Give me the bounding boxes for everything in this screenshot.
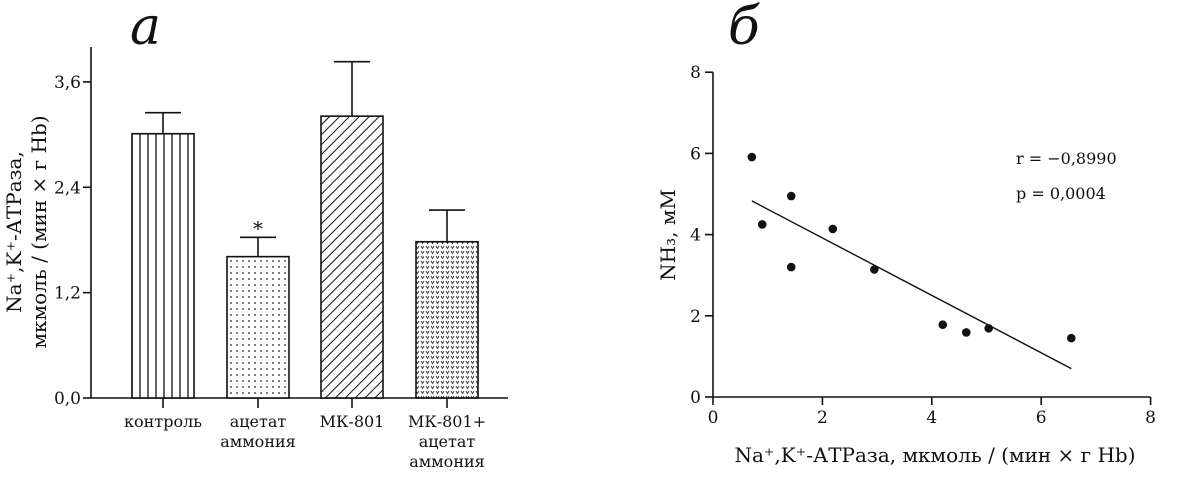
data-point xyxy=(961,328,971,337)
x-category-label: МК-801+ xyxy=(408,412,486,431)
y-axis-label-line1: Na⁺,K⁺-АТРаза, xyxy=(2,151,26,313)
y-axis-label: NH₃, мМ xyxy=(656,189,680,281)
regression-line xyxy=(751,200,1072,370)
y-tick-label: 3,6 xyxy=(54,73,81,93)
y-tick-label: 2 xyxy=(690,307,701,327)
x-tick-label: 2 xyxy=(817,408,828,428)
y-tick-label: 8 xyxy=(690,63,701,83)
x-tick-label: 8 xyxy=(1145,408,1156,428)
y-tick-label: 0,0 xyxy=(54,389,81,409)
x-tick-label: 0 xyxy=(708,408,719,428)
x-category-label: аммония xyxy=(220,432,295,451)
significance-marker: * xyxy=(253,216,263,240)
data-point xyxy=(757,220,767,229)
data-point xyxy=(984,324,993,333)
x-category-label: аммония xyxy=(409,452,484,471)
stat-annotation: r = −0,8990 xyxy=(1016,149,1117,168)
bar xyxy=(320,115,384,399)
panel-label-a: а xyxy=(130,0,161,57)
y-tick-label: 2,4 xyxy=(54,178,81,198)
x-category-label: ацетат xyxy=(230,412,287,431)
bar-chart-a: а 0,0 1,2 2,4 3,6 Na⁺,K⁺-АТРаза, мкмоль / (мин… xyxy=(2,0,508,471)
y-tick-label: 0 xyxy=(690,388,701,408)
data-point xyxy=(1066,333,1076,343)
bar xyxy=(131,132,195,399)
data-point xyxy=(786,191,796,201)
bar xyxy=(415,240,479,399)
stat-annotation: p = 0,0004 xyxy=(1016,184,1106,203)
x-axis-label: Na⁺,K⁺-АТРаза, мкмоль / (мин × г Hb) xyxy=(734,443,1135,467)
x-category-label: МК-801 xyxy=(320,412,385,431)
y-axis-label-line2: мкмоль / (мин × г Hb) xyxy=(27,115,51,348)
panel-label-b: б xyxy=(728,0,760,57)
x-tick-label: 4 xyxy=(926,408,937,428)
y-tick-label: 6 xyxy=(690,144,701,164)
scatter-chart-b: б 0 2 4 6 8 0 2 4 6 8 Na⁺,K⁺-АТРаза, мкмоль / (мин … xyxy=(656,0,1156,467)
data-point xyxy=(870,265,879,274)
data-point xyxy=(786,262,796,272)
y-tick-label: 4 xyxy=(690,226,701,246)
data-point xyxy=(747,152,757,162)
x-category-label: контроль xyxy=(124,412,202,431)
data-point xyxy=(938,320,948,330)
y-tick-label: 1,2 xyxy=(54,284,81,304)
x-category-label: ацетат xyxy=(419,432,476,451)
x-tick-label: 6 xyxy=(1036,408,1047,428)
bar xyxy=(226,255,290,399)
data-point xyxy=(828,224,838,234)
